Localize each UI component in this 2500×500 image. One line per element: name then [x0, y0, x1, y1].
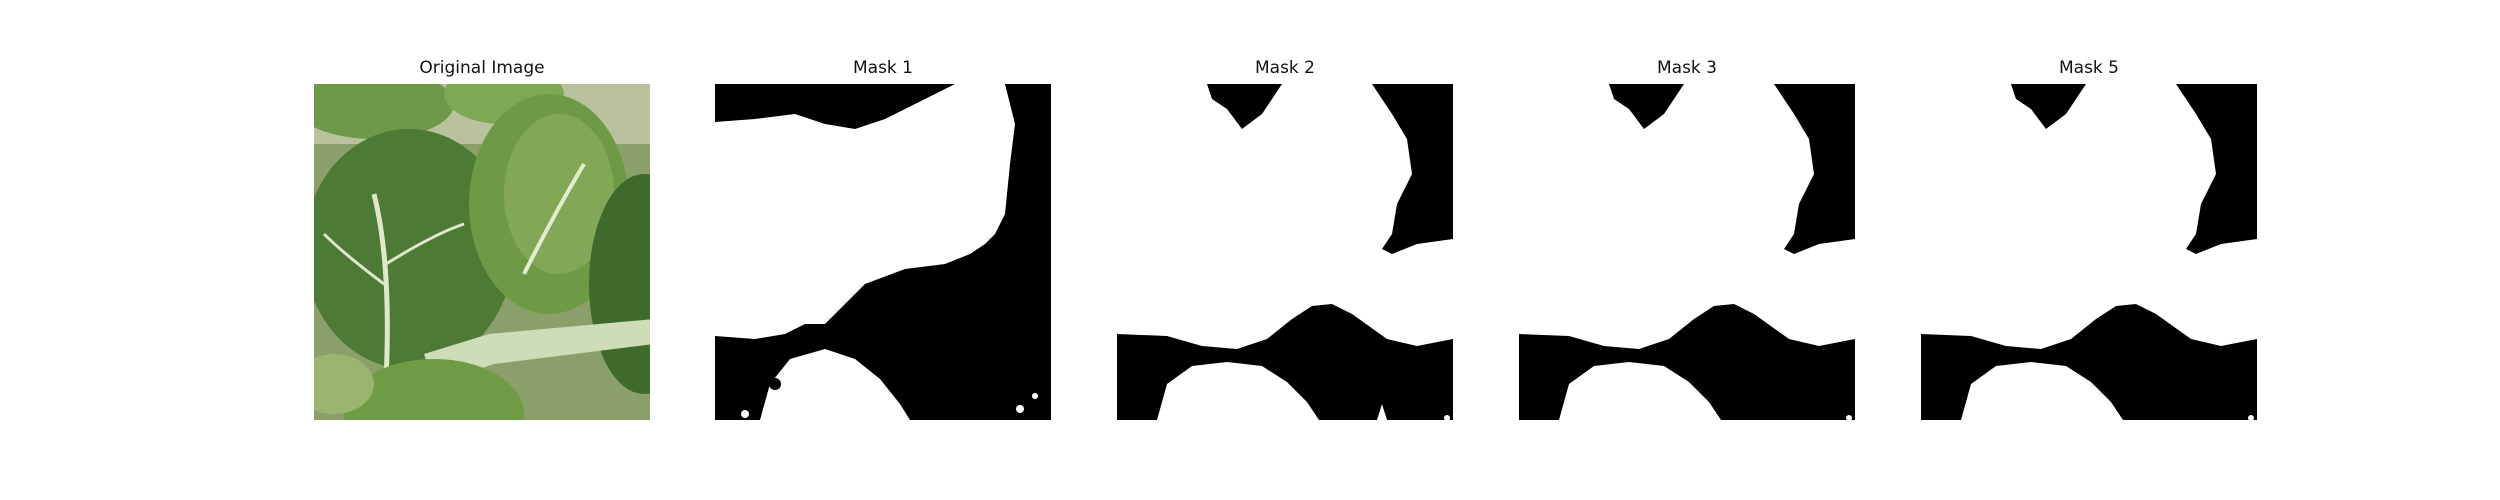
panel-title: Mask 3: [1656, 58, 1717, 78]
panel-title: Original Image: [419, 58, 545, 78]
panel-title: Mask 2: [1254, 58, 1315, 78]
mask-3: [1519, 84, 1855, 420]
panel-title: Mask 5: [2058, 58, 2119, 78]
panel-title: Mask 1: [852, 58, 913, 78]
plant-photo: [314, 84, 650, 420]
mask-image: [1519, 84, 1855, 420]
mask-image: [715, 84, 1051, 420]
mask-2: [1117, 84, 1453, 420]
original-image: [314, 84, 650, 420]
mask-5: [1921, 84, 2257, 420]
mask-image: [1117, 84, 1453, 420]
mask-image: [1921, 84, 2257, 420]
mask-1: [715, 84, 1051, 420]
